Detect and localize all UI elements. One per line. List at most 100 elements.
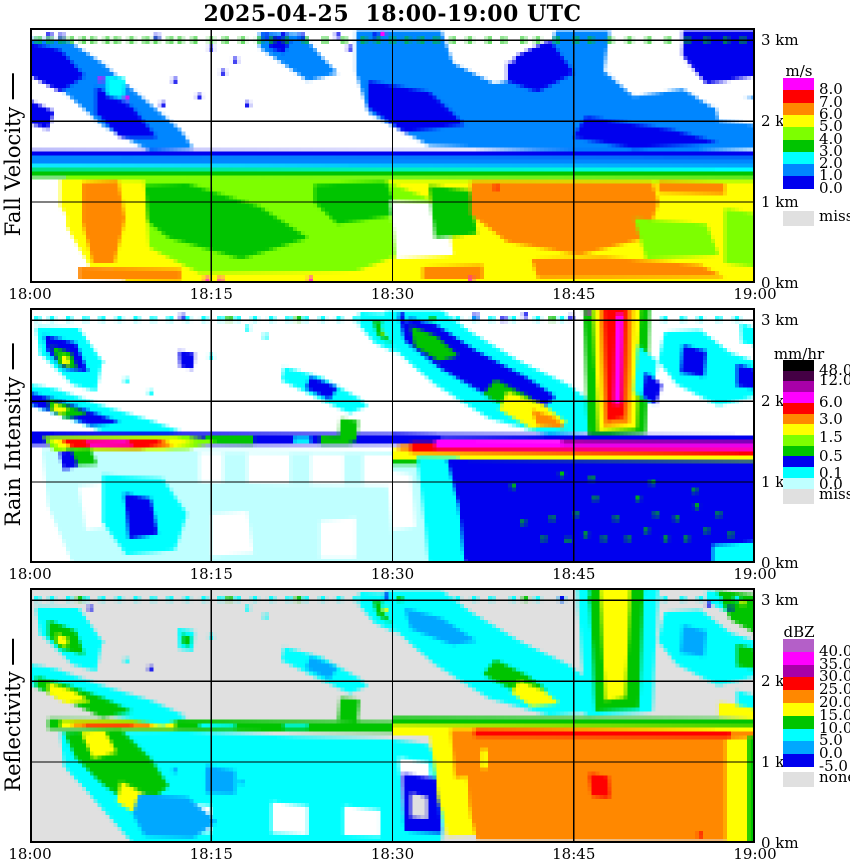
legend-band-chartreuse [783,434,814,447]
label-rule [12,638,14,665]
x-tick-label: 18:45 [552,845,596,863]
x-axis-ticks: 18:00 18:15 18:30 18:45 19:00 [8,843,776,865]
legend-label: 48.0 [819,360,850,379]
x-tick-label: 18:15 [189,565,233,583]
legend-title: m/s [785,62,813,80]
legend-reflectivity: dBZ 40.0 35.0 30.0 25.0 20.0 15.0 10.0 5.0 0.0 -5.… [783,588,850,843]
legend-band-cyan [783,151,814,165]
panel-label-text: Rain Intensity [1,376,25,527]
legend-label: 4.0 [819,129,843,148]
legend-label: 5.0 [819,731,843,750]
legend-miss-label: miss [819,485,850,503]
x-tick-label: 19:00 [733,845,777,863]
legend-band-dodger [783,164,814,177]
legend-band-orange [783,102,814,116]
legend-label: 6.0 [819,392,843,411]
panel-rain-intensity: Rain Intensity 18:00 18:15 18:30 18:45 19:00… [1,308,850,583]
x-tick-label: 18:15 [189,285,233,303]
legend-band-purple [783,381,814,393]
legend-band-green [783,715,814,730]
legend-label: 20.0 [819,693,850,711]
legend-band-green [783,139,814,153]
legend-band-deepsky [783,741,814,755]
x-axis-ticks: 18:00 18:15 18:30 18:45 19:00 [8,283,776,305]
legend-label: 10.0 [819,718,850,737]
page-title: 2025-04-25 18:00-19:00 UTC [203,1,582,27]
legend-miss-swatch [783,211,814,226]
x-tick-label: 19:00 [733,565,777,583]
legend-label: 1.5 [819,428,843,447]
panel-fall-velocity: Fall Velocity 18:00 18:15 18:30 18:45 19:00 … [1,28,850,303]
legend-label: 0.0 [819,475,843,494]
legend-label: 6.0 [819,104,843,123]
legend-band-blue [783,176,814,190]
x-tick-label: 18:45 [552,285,596,303]
legend-label: 3.0 [819,141,843,160]
x-tick-label: 18:30 [370,565,415,583]
legend-title: dBZ [783,623,815,641]
legend-label: 7.0 [819,92,843,111]
legend-band-orange [783,413,814,425]
x-tick-label: 18:00 [8,845,52,863]
legend-title: mm/hr [773,345,825,363]
legend-band-black [783,360,814,372]
legend-label: 8.0 [819,80,843,99]
legend-band-red [783,90,814,104]
legend-band-red [783,402,814,414]
legend-label: 0.1 [819,464,843,483]
panel-reflectivity: Reflectivity 18:00 18:15 18:30 18:45 19:00 3… [1,588,850,863]
legend-band-blue [783,754,814,768]
legend-label: 35.0 [819,654,850,673]
x-tick-label: 18:00 [8,565,52,583]
legend-miss-swatch [783,489,814,504]
legend-band-chartreuse [783,127,814,140]
x-tick-label: 18:30 [370,285,415,303]
y-tick-label: 3 km [761,591,799,610]
label-rule [12,73,14,100]
panel-label-text: Fall Velocity [1,106,25,237]
legend-band-red [783,677,814,691]
x-tick-label: 18:15 [189,845,233,863]
panel-label-text: Reflectivity [1,671,25,792]
y-tick-label: 0 km [761,834,799,852]
legend-band-orange [783,690,814,704]
legend-miss-label: miss [819,207,850,225]
legend-band-orchid [783,639,814,653]
legend-band-palecyan [783,477,814,489]
y-tick-label: 3 km [761,31,799,50]
legend-band-cyan [783,467,814,479]
x-axis-ticks: 18:00 18:15 18:30 18:45 19:00 [8,563,776,585]
legend-band-cyan [783,728,814,742]
x-tick-label: 18:00 [8,285,52,303]
legend-fall-velocity: m/s 8.0 7.0 6.0 5.0 4.0 3.0 2.0 1.0 0.0 miss [783,28,850,283]
legend-band-blue [783,456,814,468]
rain-intensity-heatmap [30,308,755,563]
panel-label-reflectivity: Reflectivity [1,638,25,792]
y-axis-ticks: 3 km 2 km 1 km 0 km [761,28,811,292]
legend-label: 2.0 [819,154,843,173]
legend-label: 25.0 [819,680,850,699]
legend-label: 3.0 [819,409,843,428]
panel-label-rain-intensity: Rain Intensity [1,343,25,527]
legend-miss-label: none [819,768,850,786]
legend-miss-swatch [783,772,814,787]
legend-band-yellow [783,424,814,436]
fall-velocity-heatmap [30,28,755,283]
reflectivity-heatmap [30,588,755,843]
legend-band-darkpurple [783,370,814,382]
legend-band-magenta [783,392,814,404]
legend-label: 15.0 [819,705,850,724]
y-tick-label: 0 km [761,554,799,572]
panel-label-fall-velocity: Fall Velocity [1,73,25,237]
legend-band-yellow [783,114,814,128]
legend-label: 5.0 [819,117,843,136]
legend-label: 0.5 [819,447,843,466]
legend-label: 30.0 [819,667,850,686]
legend-rain-intensity: mm/hr 48.0 12.0 6.0 3.0 1.5 0.5 0.1 0.0 miss [774,308,850,563]
legend-label: 0.0 [819,178,843,197]
legend-band-yellow [783,703,814,717]
legend-band-green [783,445,814,457]
y-tick-label: 0 km [761,274,799,292]
legend-label: 1.0 [819,166,843,185]
